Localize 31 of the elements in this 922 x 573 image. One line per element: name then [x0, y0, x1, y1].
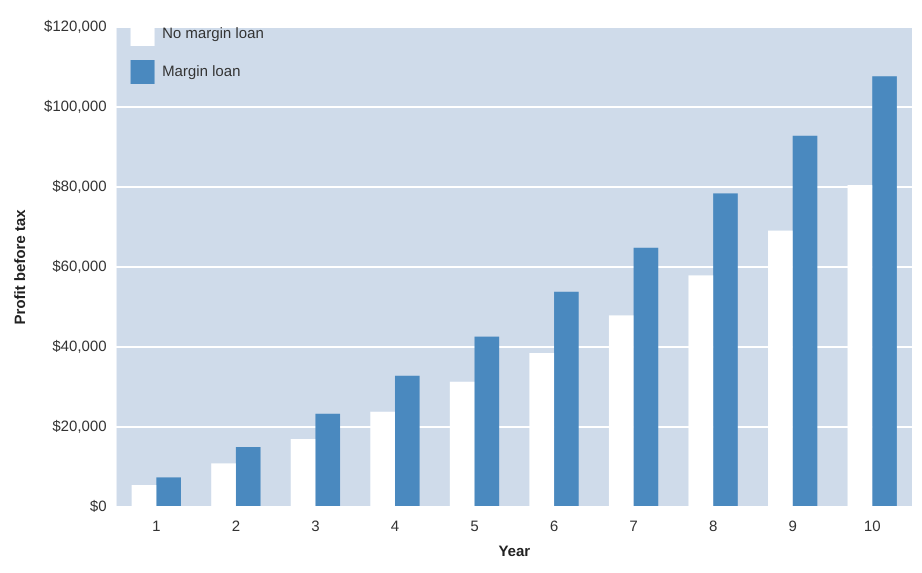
- x-tick-label: 7: [629, 518, 638, 536]
- y-tick-label: $0: [90, 498, 107, 516]
- bar: [554, 292, 579, 506]
- bar: [713, 193, 738, 506]
- bar: [474, 336, 500, 506]
- y-tick-label: $60,000: [52, 258, 107, 276]
- bar: [236, 447, 261, 506]
- x-tick-label: 6: [550, 518, 558, 536]
- y-tick-label: $20,000: [52, 418, 107, 436]
- bar: [792, 136, 818, 506]
- bar: [156, 477, 181, 506]
- y-axis-title: Profit before tax: [12, 208, 30, 325]
- x-tick-label: 8: [708, 518, 718, 536]
- y-tick-label: $80,000: [52, 178, 107, 196]
- bar: [872, 76, 897, 506]
- legend-label: Margin loan: [162, 63, 240, 80]
- x-tick-label: 3: [311, 518, 320, 536]
- y-tick-label: $100,000: [44, 98, 107, 116]
- bar: [315, 414, 340, 506]
- x-tick-label: 5: [470, 518, 479, 536]
- bar: [394, 376, 420, 506]
- x-tick-label: 10: [864, 518, 881, 536]
- x-tick-label: 1: [152, 518, 161, 536]
- legend-label: No margin loan: [162, 25, 264, 42]
- x-axis-title: Year: [498, 543, 530, 560]
- x-tick-label: 2: [232, 518, 240, 536]
- bar: [634, 248, 658, 506]
- y-tick-label: $120,000: [44, 18, 107, 36]
- x-tick-label: 4: [390, 518, 400, 536]
- x-tick-label: 9: [788, 518, 797, 536]
- y-tick-label: $40,000: [52, 338, 107, 356]
